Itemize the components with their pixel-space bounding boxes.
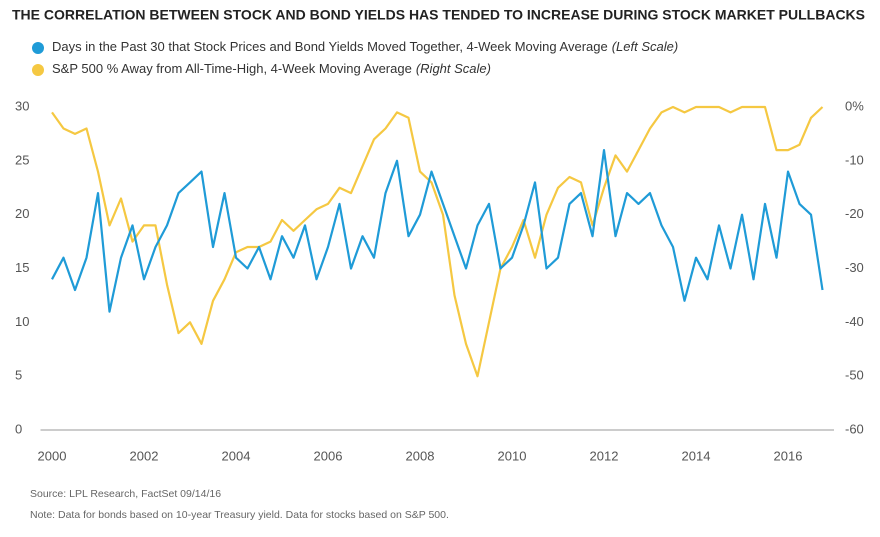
legend-name: S&P 500 % Away from All-Time-High, 4-Wee… <box>52 61 412 76</box>
x-tick-label: 2002 <box>130 448 159 463</box>
x-tick-label: 2016 <box>774 448 803 463</box>
source: Source: LPL Research, FactSet 09/14/16 <box>30 488 221 500</box>
legend-name: Days in the Past 30 that Stock Prices an… <box>52 39 608 54</box>
y2-tick-label: -40 <box>845 314 864 329</box>
legend-marker <box>32 42 44 54</box>
legend-label: Days in the Past 30 that Stock Prices an… <box>52 39 678 54</box>
legend-marker <box>32 64 44 76</box>
legend-note: (Right Scale) <box>416 61 491 76</box>
x-tick-label: 2000 <box>38 448 67 463</box>
legend-note: (Left Scale) <box>612 39 678 54</box>
y2-tick-label: 0% <box>845 98 864 113</box>
chart-title: THE CORRELATION BETWEEN STOCK AND BOND Y… <box>12 7 865 23</box>
y-tick-label: 20 <box>15 206 29 221</box>
y-tick-label: 15 <box>15 260 29 275</box>
legend-label: S&P 500 % Away from All-Time-High, 4-Wee… <box>52 61 491 76</box>
y2-tick-label: -60 <box>845 421 864 436</box>
x-tick-label: 2008 <box>406 448 435 463</box>
x-tick-label: 2004 <box>222 448 251 463</box>
series-line <box>51 149 824 313</box>
y2-tick-label: -30 <box>845 260 864 275</box>
y2-tick-label: -10 <box>845 152 864 167</box>
x-tick-label: 2014 <box>682 448 711 463</box>
footnote: Note: Data for bonds based on 10-year Tr… <box>30 509 449 521</box>
y-tick-label: 10 <box>15 314 29 329</box>
x-tick-label: 2012 <box>590 448 619 463</box>
y-tick-label: 5 <box>15 368 22 383</box>
y2-tick-label: -50 <box>845 368 864 383</box>
x-tick-label: 2006 <box>314 448 343 463</box>
y2-tick-label: -20 <box>845 206 864 221</box>
y-tick-label: 30 <box>15 98 29 113</box>
y-tick-label: 25 <box>15 152 29 167</box>
series-line <box>51 105 824 378</box>
x-tick-label: 2010 <box>498 448 527 463</box>
y-tick-label: 0 <box>15 421 22 436</box>
